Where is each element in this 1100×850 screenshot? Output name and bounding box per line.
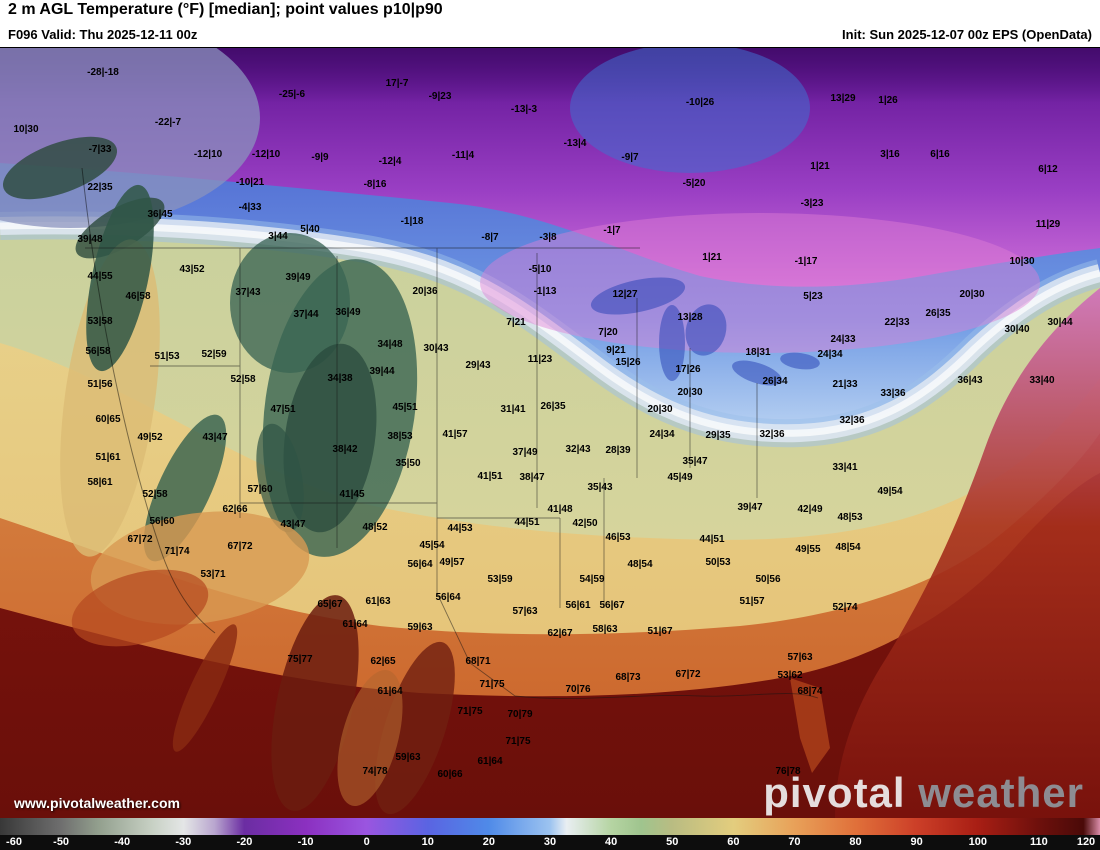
colorbar-tick: 90: [910, 836, 923, 848]
site-url-watermark: www.pivotalweather.com: [14, 795, 180, 811]
pivotal-weather-logo: pivotal weather: [763, 772, 1084, 814]
colorbar-tick: 120: [1076, 836, 1096, 848]
colorbar-tick: -10: [297, 836, 314, 848]
colorbar-tick: -40: [114, 836, 131, 848]
temperature-colorbar: -60 -50 -40 -30 -20 -10 0 10 20 30 40 50 60 70 80 90 100…: [0, 818, 1100, 850]
logo-text-weather: weather: [918, 769, 1084, 816]
init-time-label: Init: Sun 2025-12-07 00z EPS (OpenData): [842, 27, 1092, 42]
colorbar-tick: 50: [666, 836, 679, 848]
temperature-field-art: [0, 48, 1100, 818]
colorbar-gradient-strip: [0, 818, 1100, 835]
colorbar-tick: 40: [604, 836, 618, 848]
valid-time-label: F096 Valid: Thu 2025-12-11 00z: [8, 27, 198, 42]
state-borders: [85, 247, 819, 699]
map-title: 2 m AGL Temperature (°F) [median]; point…: [8, 1, 443, 18]
colorbar-tick: 0: [363, 836, 370, 848]
colorbar-tick: -60: [6, 836, 22, 848]
colorbar-tick-labels: -60 -50 -40 -30 -20 -10 0 10 20 30 40 50 60 70 80 90 100…: [0, 835, 1100, 850]
colorbar-tick: -20: [236, 836, 253, 848]
header: 2 m AGL Temperature (°F) [median]; point…: [0, 0, 1100, 47]
colorbar-tick: 10: [421, 836, 434, 848]
colorbar-tick: 20: [482, 836, 495, 848]
colorbar-tick: -30: [175, 836, 192, 848]
colorbar-tick: 60: [727, 836, 740, 848]
colorbar-tick: 110: [1030, 836, 1048, 848]
colorbar-tick: 80: [849, 836, 862, 848]
colorbar-tick: 30: [543, 836, 557, 848]
west-coastline: [81, 167, 216, 634]
colorbar-tick: 100: [968, 836, 987, 848]
map-canvas: [0, 47, 1100, 818]
colorbar-tick: 70: [788, 836, 801, 848]
logo-text-pivotal: pivotal: [763, 769, 906, 816]
colorbar-tick: -50: [53, 836, 70, 848]
